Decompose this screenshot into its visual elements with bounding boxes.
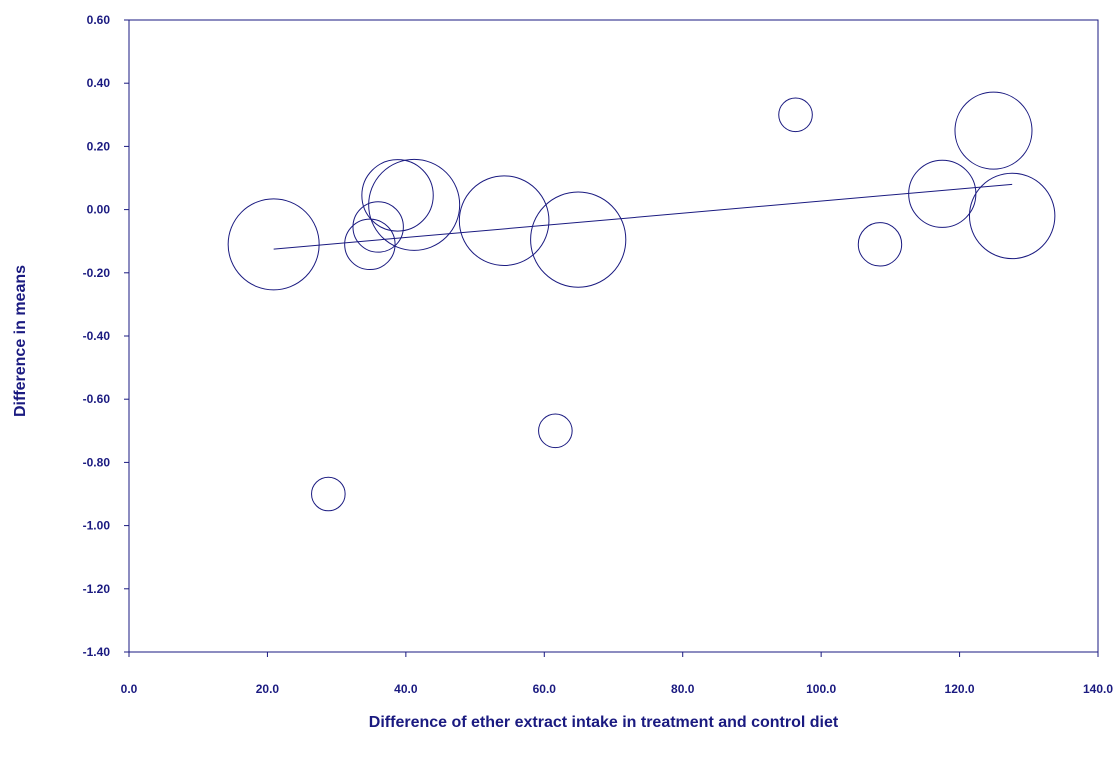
x-tick-label: 40.0 [394,682,418,696]
x-tick-label: 60.0 [533,682,557,696]
y-tick-label: 0.00 [87,203,111,217]
x-tick-label: 20.0 [256,682,280,696]
x-axis-ticks: 0.0 20.0 40.0 60.0 80.0 100.0 120.0 140.0 [121,652,1113,696]
study-bubble [530,191,627,288]
study-bubble [538,413,573,449]
study-bubble [968,172,1056,260]
x-tick-label: 120.0 [945,682,975,696]
y-tick-label: -0.60 [83,392,111,406]
bubbles-layer [227,91,1056,512]
study-bubble [311,476,346,512]
x-tick-label: 100.0 [806,682,836,696]
study-bubble [344,218,396,271]
study-bubble [352,201,404,253]
regression-line [273,183,1013,250]
y-tick-label: -0.20 [83,266,111,280]
study-bubble [458,175,550,266]
y-tick-label: -0.80 [83,455,111,469]
study-bubble [778,97,813,133]
study-bubble [368,158,461,251]
y-tick-label: -1.00 [83,519,111,533]
study-bubble [954,91,1033,170]
y-axis-title: Difference in means [12,265,29,417]
study-bubble [857,222,903,267]
y-tick-label: 0.60 [87,13,111,27]
x-tick-label: 140.0 [1083,682,1113,696]
y-tick-label: -1.20 [83,582,111,596]
study-bubble [227,198,320,291]
study-bubble [361,159,434,232]
x-tick-label: 0.0 [121,682,138,696]
y-tick-label: -1.40 [83,645,111,659]
x-axis-title: Difference of ether extract intake in tr… [369,714,839,731]
y-axis-ticks: 0.60 0.40 0.20 0.00 -0.20 -0.40 -0.60 -0.80 -1.0… [83,13,129,659]
y-tick-label: 0.20 [87,139,111,153]
y-tick-label: 0.40 [87,76,111,90]
x-tick-label: 80.0 [671,682,695,696]
y-tick-label: -0.40 [83,329,111,343]
